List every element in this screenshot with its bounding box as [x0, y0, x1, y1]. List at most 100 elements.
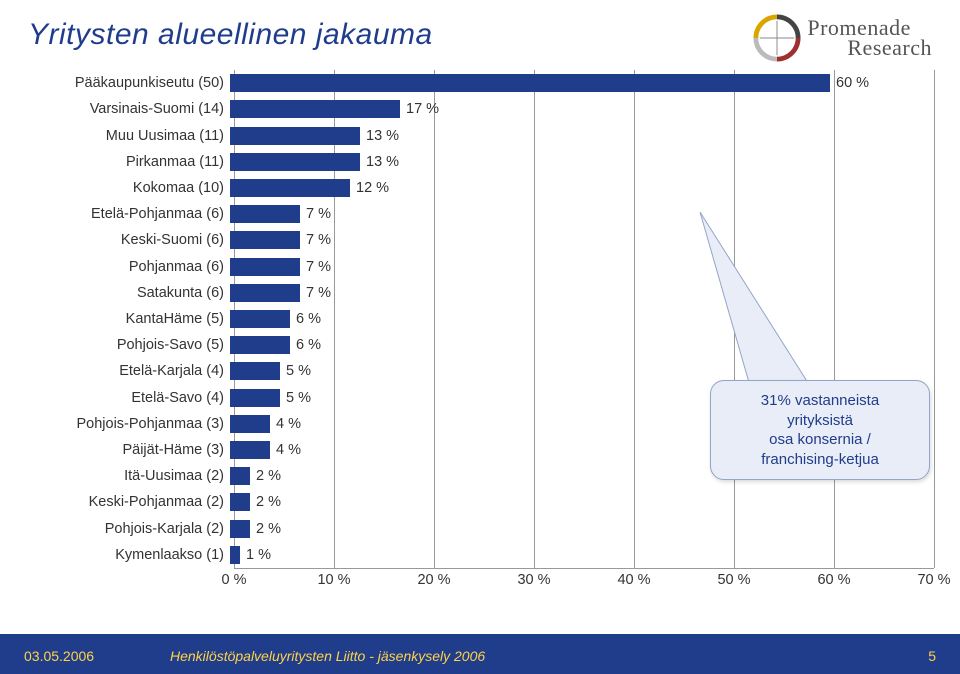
x-tick-label: 10 %: [317, 572, 350, 588]
value-label: 7 %: [300, 205, 331, 223]
chart-row: Varsinais-Suomi (14)17 %: [30, 96, 930, 122]
bar: [230, 493, 250, 511]
x-tick-label: 20 %: [417, 572, 450, 588]
bar: [230, 362, 280, 380]
category-label: KantaHäme (5): [30, 311, 230, 327]
bar-track: 60 %: [230, 70, 930, 96]
value-label: 60 %: [830, 74, 869, 92]
bar-track: 6 %: [230, 332, 930, 358]
chart-row: Etelä-Pohjanmaa (6) 7 %: [30, 201, 930, 227]
bar: [230, 336, 290, 354]
logo-word-2: Research: [847, 37, 932, 59]
x-tick-label: 60 %: [817, 572, 850, 588]
chart-row: Pääkaupunkiseutu (50) 60 %: [30, 70, 930, 96]
value-label: 5 %: [280, 389, 311, 407]
bar-track: 7 %: [230, 280, 930, 306]
value-label: 6 %: [290, 310, 321, 328]
value-label: 7 %: [300, 231, 331, 249]
chart-row: Kokomaa (10)12 %: [30, 175, 930, 201]
bar: [230, 153, 360, 171]
category-label: Pääkaupunkiseutu (50): [30, 75, 230, 91]
category-label: Muu Uusimaa (11): [30, 128, 230, 144]
chart-row: Kymenlaakso (1) 1 %: [30, 542, 930, 568]
chart-row: Muu Uusimaa (11) 13 %: [30, 122, 930, 148]
chart-area: Pääkaupunkiseutu (50) 60 % Varsinais-Suomi…: [30, 70, 930, 590]
bar-track: 2 %: [230, 489, 930, 515]
value-label: 13 %: [360, 153, 399, 171]
chart-title: Yritysten alueellinen jakauma: [28, 18, 433, 52]
value-label: 5 %: [280, 362, 311, 380]
bar: [230, 258, 300, 276]
category-label: Etelä-Savo (4): [30, 390, 230, 406]
category-label: Itä-Uusimaa (2): [30, 468, 230, 484]
chart-row: Pohjois-Karjala (2)2 %: [30, 515, 930, 541]
category-label: Kokomaa (10): [30, 180, 230, 196]
category-label: Keski-Pohjanmaa (2): [30, 494, 230, 510]
value-label: 7 %: [300, 258, 331, 276]
x-tick-label: 0 %: [222, 572, 247, 588]
callout-box: 31% vastanneistayrityksistäosa konsernia…: [710, 380, 930, 480]
value-label: 13 %: [360, 127, 399, 145]
bar-track: 2 %: [230, 515, 930, 541]
category-label: Pohjois-Pohjanmaa (3): [30, 416, 230, 432]
logo-text: Promenade Research: [807, 17, 932, 59]
bar-track: 13 %: [230, 149, 930, 175]
bar-track: 7 %: [230, 227, 930, 253]
bar-track: 7 %: [230, 201, 930, 227]
chart-row: Keski-Suomi (6) 7 %: [30, 227, 930, 253]
slide: Yritysten alueellinen jakauma Promenade …: [0, 0, 960, 674]
bar-track: 12 %: [230, 175, 930, 201]
bar-track: 7 %: [230, 253, 930, 279]
bar-track: 6 %: [230, 306, 930, 332]
chart-row: Pirkanmaa (11) 13 %: [30, 149, 930, 175]
callout-line: osa konsernia /: [725, 430, 915, 450]
bar: [230, 441, 270, 459]
chart-row: Pohjanmaa (6) 7 %: [30, 253, 930, 279]
bar: [230, 310, 290, 328]
bar: [230, 520, 250, 538]
category-label: Keski-Suomi (6): [30, 232, 230, 248]
x-tick-label: 30 %: [517, 572, 550, 588]
callout-line: franchising-ketjua: [725, 450, 915, 470]
value-label: 1 %: [240, 546, 271, 564]
bar: [230, 100, 400, 118]
bar-track: 17 %: [230, 96, 930, 122]
callout-line: 31% vastanneista: [725, 391, 915, 411]
value-label: 4 %: [270, 415, 301, 433]
bar: [230, 467, 250, 485]
chart-row: Keski-Pohjanmaa (2) 2 %: [30, 489, 930, 515]
x-tick-label: 50 %: [717, 572, 750, 588]
bar: [230, 546, 240, 564]
bar: [230, 127, 360, 145]
callout-line: yrityksistä: [725, 411, 915, 431]
category-label: Päijät-Häme (3): [30, 442, 230, 458]
chart-row: KantaHäme (5) 6 %: [30, 306, 930, 332]
bar-track: 13 %: [230, 122, 930, 148]
value-label: 2 %: [250, 493, 281, 511]
bar: [230, 179, 350, 197]
x-tick-label: 70 %: [917, 572, 950, 588]
gridline: [934, 70, 935, 568]
bar: [230, 415, 270, 433]
category-label: Satakunta (6): [30, 285, 230, 301]
logo: Promenade Research: [753, 14, 932, 62]
category-label: Kymenlaakso (1): [30, 547, 230, 563]
category-label: Etelä-Pohjanmaa (6): [30, 206, 230, 222]
value-label: 7 %: [300, 284, 331, 302]
footer-title: Henkilöstöpalveluyritysten Liitto - jäse…: [170, 648, 485, 664]
category-label: Pohjois-Savo (5): [30, 337, 230, 353]
bar: [230, 205, 300, 223]
value-label: 4 %: [270, 441, 301, 459]
bar: [230, 74, 830, 92]
chart-rows: Pääkaupunkiseutu (50) 60 % Varsinais-Suomi…: [30, 70, 930, 568]
footer-date: 03.05.2006: [24, 648, 94, 664]
chart-row: Satakunta (6) 7 %: [30, 280, 930, 306]
category-label: Pirkanmaa (11): [30, 154, 230, 170]
category-label: Etelä-Karjala (4): [30, 363, 230, 379]
footer-page: 5: [928, 648, 936, 664]
bar: [230, 231, 300, 249]
category-label: Pohjanmaa (6): [30, 259, 230, 275]
chart-row: Pohjois-Savo (5)6 %: [30, 332, 930, 358]
bar: [230, 389, 280, 407]
value-label: 17 %: [400, 100, 439, 118]
